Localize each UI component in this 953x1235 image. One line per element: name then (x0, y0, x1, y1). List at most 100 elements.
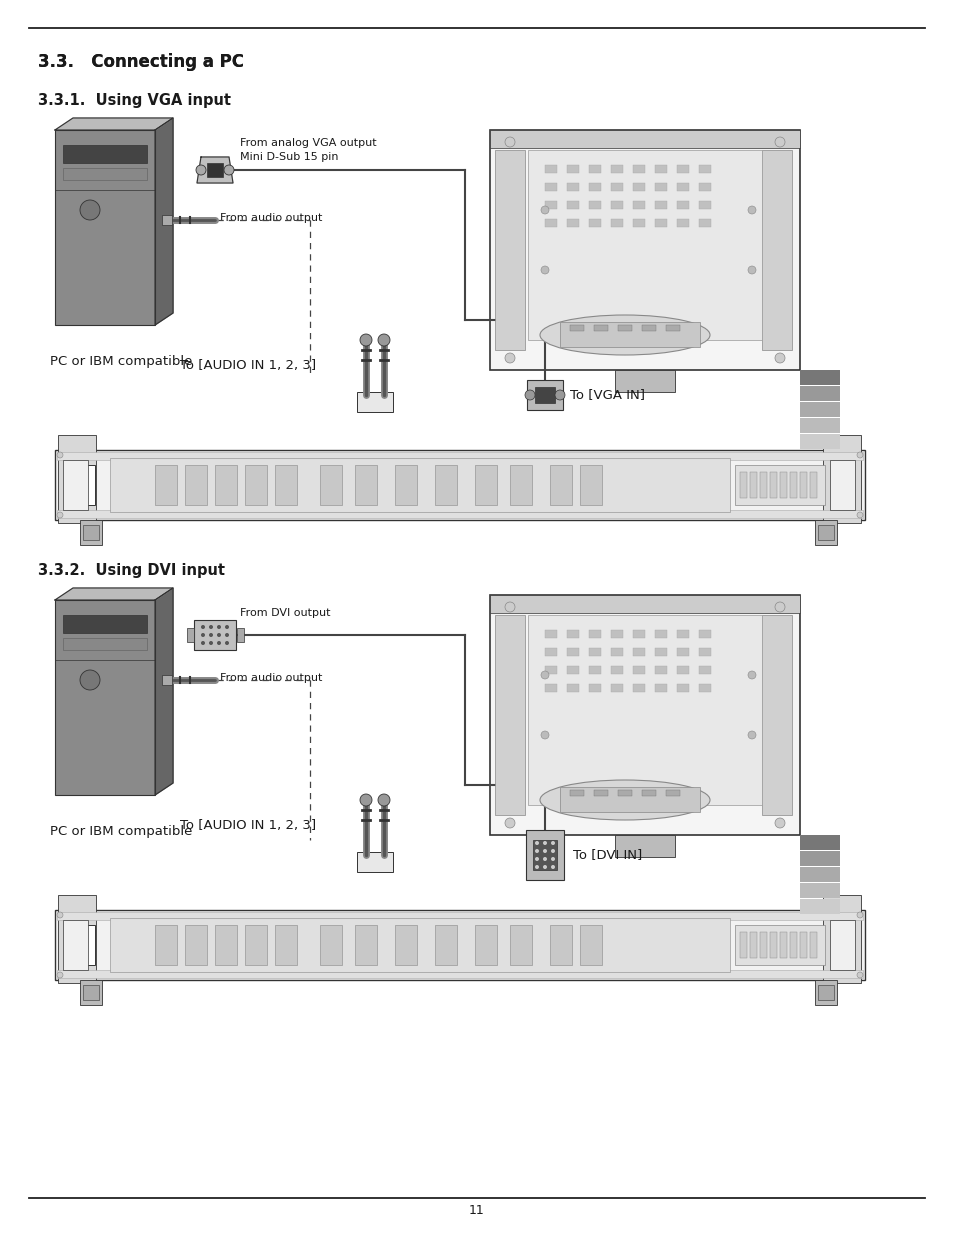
Bar (699, 183, 710, 191)
Bar (579, 466, 601, 505)
Bar (67, 466, 95, 505)
Bar (588, 201, 600, 209)
Text: To [AUDIO IN 1, 2, 3]: To [AUDIO IN 1, 2, 3] (180, 819, 315, 831)
Bar (800, 883, 840, 898)
Circle shape (555, 390, 564, 400)
Bar (615, 835, 675, 857)
Circle shape (80, 671, 100, 690)
Bar (809, 932, 816, 958)
Bar (435, 925, 456, 965)
Circle shape (225, 641, 229, 645)
Bar (800, 433, 840, 450)
Bar (55, 600, 154, 795)
Bar (544, 684, 557, 692)
Bar (610, 183, 622, 191)
Bar (633, 684, 644, 692)
Text: 11: 11 (469, 1203, 484, 1216)
Text: From audio output: From audio output (220, 673, 322, 683)
Bar (162, 215, 172, 225)
Polygon shape (55, 588, 172, 600)
Polygon shape (154, 119, 172, 325)
Bar (58, 435, 96, 522)
Bar (814, 520, 836, 545)
Circle shape (856, 972, 862, 978)
Bar (809, 472, 816, 498)
Text: From analog VGA output: From analog VGA output (240, 138, 376, 148)
Bar (63, 144, 147, 163)
Bar (319, 466, 341, 505)
Circle shape (225, 634, 229, 637)
Bar (193, 620, 235, 650)
Circle shape (535, 857, 538, 861)
Bar (57, 452, 862, 459)
Bar (800, 835, 840, 850)
Text: To [AUDIO IN 1, 2, 3]: To [AUDIO IN 1, 2, 3] (180, 358, 315, 372)
Bar (566, 648, 578, 656)
Circle shape (209, 634, 213, 637)
Bar (740, 472, 746, 498)
Bar (633, 666, 644, 674)
Bar (566, 666, 578, 674)
Bar (535, 387, 555, 403)
Bar (490, 595, 800, 613)
Bar (677, 648, 688, 656)
Bar (559, 787, 700, 811)
Bar (734, 466, 824, 505)
Bar (641, 790, 656, 797)
Bar (185, 466, 207, 505)
Bar (162, 676, 172, 685)
Bar (80, 981, 102, 1005)
Bar (63, 920, 88, 969)
Bar (356, 852, 393, 872)
Circle shape (542, 848, 546, 853)
Text: To [VGA IN]: To [VGA IN] (569, 389, 644, 401)
Bar (677, 201, 688, 209)
Bar (67, 925, 95, 965)
Circle shape (377, 333, 390, 346)
Circle shape (540, 206, 548, 214)
Circle shape (747, 266, 755, 274)
Bar (550, 466, 572, 505)
Circle shape (209, 641, 213, 645)
Bar (588, 630, 600, 638)
Bar (655, 648, 666, 656)
Circle shape (535, 841, 538, 845)
Bar (769, 472, 776, 498)
Bar (185, 925, 207, 965)
Text: PC or IBM compatible: PC or IBM compatible (50, 354, 193, 368)
Bar (655, 684, 666, 692)
Circle shape (201, 634, 205, 637)
Bar (699, 648, 710, 656)
Bar (800, 867, 840, 882)
Bar (63, 638, 147, 650)
Bar (544, 183, 557, 191)
Circle shape (504, 818, 515, 827)
Bar (63, 459, 88, 510)
Bar (814, 981, 836, 1005)
Bar (610, 219, 622, 227)
Ellipse shape (539, 781, 709, 820)
Bar (83, 525, 99, 540)
Ellipse shape (539, 315, 709, 354)
Circle shape (551, 864, 555, 869)
Bar (544, 648, 557, 656)
Bar (245, 925, 267, 965)
Circle shape (359, 333, 372, 346)
Bar (641, 325, 656, 331)
Bar (57, 510, 862, 517)
Circle shape (80, 200, 100, 220)
Bar (490, 130, 800, 148)
Bar (677, 684, 688, 692)
Circle shape (747, 206, 755, 214)
Bar (594, 790, 607, 797)
Bar (57, 969, 862, 978)
Bar (588, 219, 600, 227)
Bar (58, 895, 96, 983)
Bar (822, 435, 861, 522)
Bar (588, 666, 600, 674)
Bar (319, 925, 341, 965)
Bar (274, 925, 296, 965)
Text: 3.3.1.  Using VGA input: 3.3.1. Using VGA input (38, 93, 231, 107)
Circle shape (209, 625, 213, 629)
Bar (789, 932, 796, 958)
